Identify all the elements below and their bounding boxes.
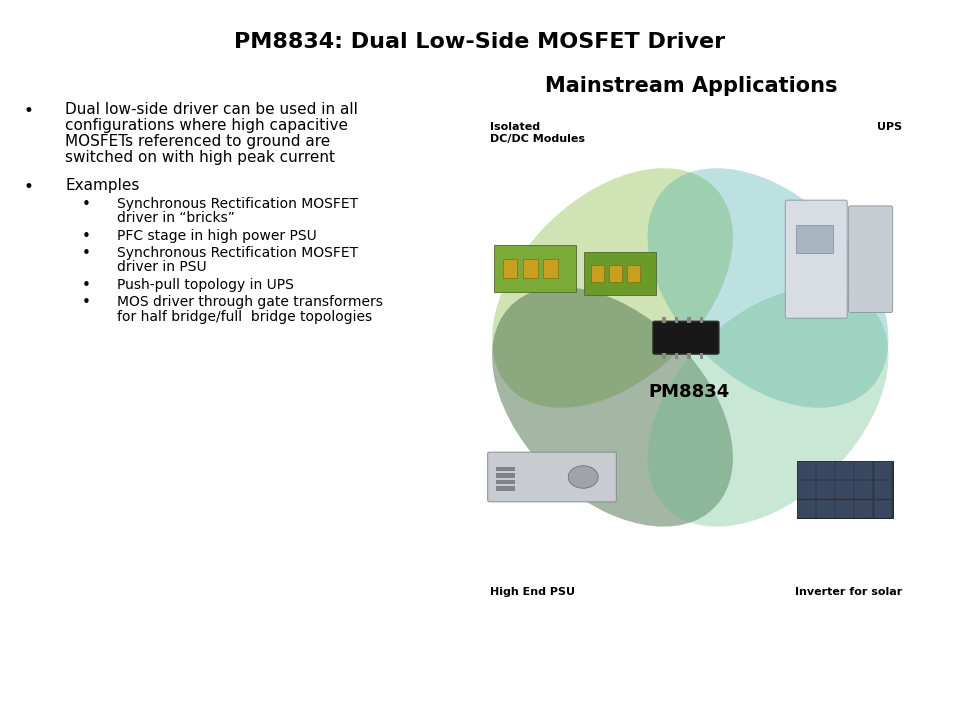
Bar [609, 265, 622, 282]
Text: Push-pull topology in UPS: Push-pull topology in UPS [117, 278, 294, 292]
Bar [836, 482, 853, 498]
Bar [855, 482, 873, 498]
Text: Mainstream Applications: Mainstream Applications [545, 76, 837, 96]
Text: MOSFETs referenced to ground are: MOSFETs referenced to ground are [65, 134, 330, 149]
Ellipse shape [648, 168, 888, 408]
Text: configurations where high capacitive: configurations where high capacitive [65, 118, 348, 133]
Text: Synchronous Rectification MOSFET: Synchronous Rectification MOSFET [117, 197, 358, 211]
Bar [700, 317, 704, 323]
FancyBboxPatch shape [494, 245, 576, 292]
Text: Dual low-side driver can be used in all: Dual low-side driver can be used in all [65, 102, 358, 117]
Bar [855, 462, 873, 479]
Text: PM8834: PM8834 [649, 383, 730, 401]
Bar [662, 353, 666, 359]
Text: •: • [82, 228, 91, 243]
Bar [662, 317, 666, 323]
Bar [875, 482, 892, 498]
Text: switched on with high peak current: switched on with high peak current [65, 150, 335, 165]
Bar [627, 265, 639, 282]
Bar [675, 317, 679, 323]
Bar [855, 500, 873, 518]
Bar [495, 487, 515, 491]
Bar [700, 353, 704, 359]
Bar [495, 473, 515, 478]
Text: •: • [82, 246, 91, 261]
FancyBboxPatch shape [488, 452, 616, 502]
Bar [817, 500, 834, 518]
Bar [817, 482, 834, 498]
Text: Inverter for solar: Inverter for solar [795, 587, 902, 597]
Bar [495, 467, 515, 472]
Text: •: • [82, 197, 91, 212]
Text: MOS driver through gate transformers: MOS driver through gate transformers [117, 295, 383, 310]
Text: Isolated
DC/DC Modules: Isolated DC/DC Modules [490, 122, 585, 145]
Bar [798, 482, 815, 498]
FancyBboxPatch shape [797, 461, 893, 518]
Bar [687, 317, 691, 323]
Text: •: • [24, 178, 34, 196]
Text: Synchronous Rectification MOSFET: Synchronous Rectification MOSFET [117, 246, 358, 260]
Text: Examples: Examples [65, 178, 139, 193]
Bar [503, 259, 517, 278]
Bar [875, 500, 892, 518]
Bar [590, 265, 604, 282]
Bar [798, 462, 815, 479]
Bar [798, 500, 815, 518]
Bar [687, 353, 691, 359]
FancyBboxPatch shape [849, 206, 893, 312]
FancyBboxPatch shape [584, 252, 656, 295]
Bar [875, 462, 892, 479]
Text: •: • [82, 295, 91, 310]
Bar [796, 225, 832, 253]
Bar [836, 500, 853, 518]
Text: driver in “bricks”: driver in “bricks” [117, 211, 235, 225]
Bar [817, 462, 834, 479]
Bar [543, 259, 558, 278]
Bar [523, 259, 538, 278]
Bar [675, 353, 679, 359]
FancyBboxPatch shape [785, 200, 847, 318]
Text: for half bridge/full  bridge topologies: for half bridge/full bridge topologies [117, 310, 372, 324]
Ellipse shape [648, 287, 888, 526]
FancyBboxPatch shape [653, 321, 719, 354]
Text: High End PSU: High End PSU [490, 587, 575, 597]
Text: PFC stage in high power PSU: PFC stage in high power PSU [117, 228, 317, 243]
Text: driver in PSU: driver in PSU [117, 261, 206, 274]
Text: PM8834: Dual Low-Side MOSFET Driver: PM8834: Dual Low-Side MOSFET Driver [234, 32, 726, 53]
Text: •: • [82, 278, 91, 293]
Circle shape [568, 466, 598, 488]
Bar [836, 462, 853, 479]
Bar [495, 480, 515, 485]
Ellipse shape [492, 287, 732, 526]
Text: •: • [24, 102, 34, 120]
Text: UPS: UPS [877, 122, 902, 132]
Ellipse shape [492, 168, 732, 408]
